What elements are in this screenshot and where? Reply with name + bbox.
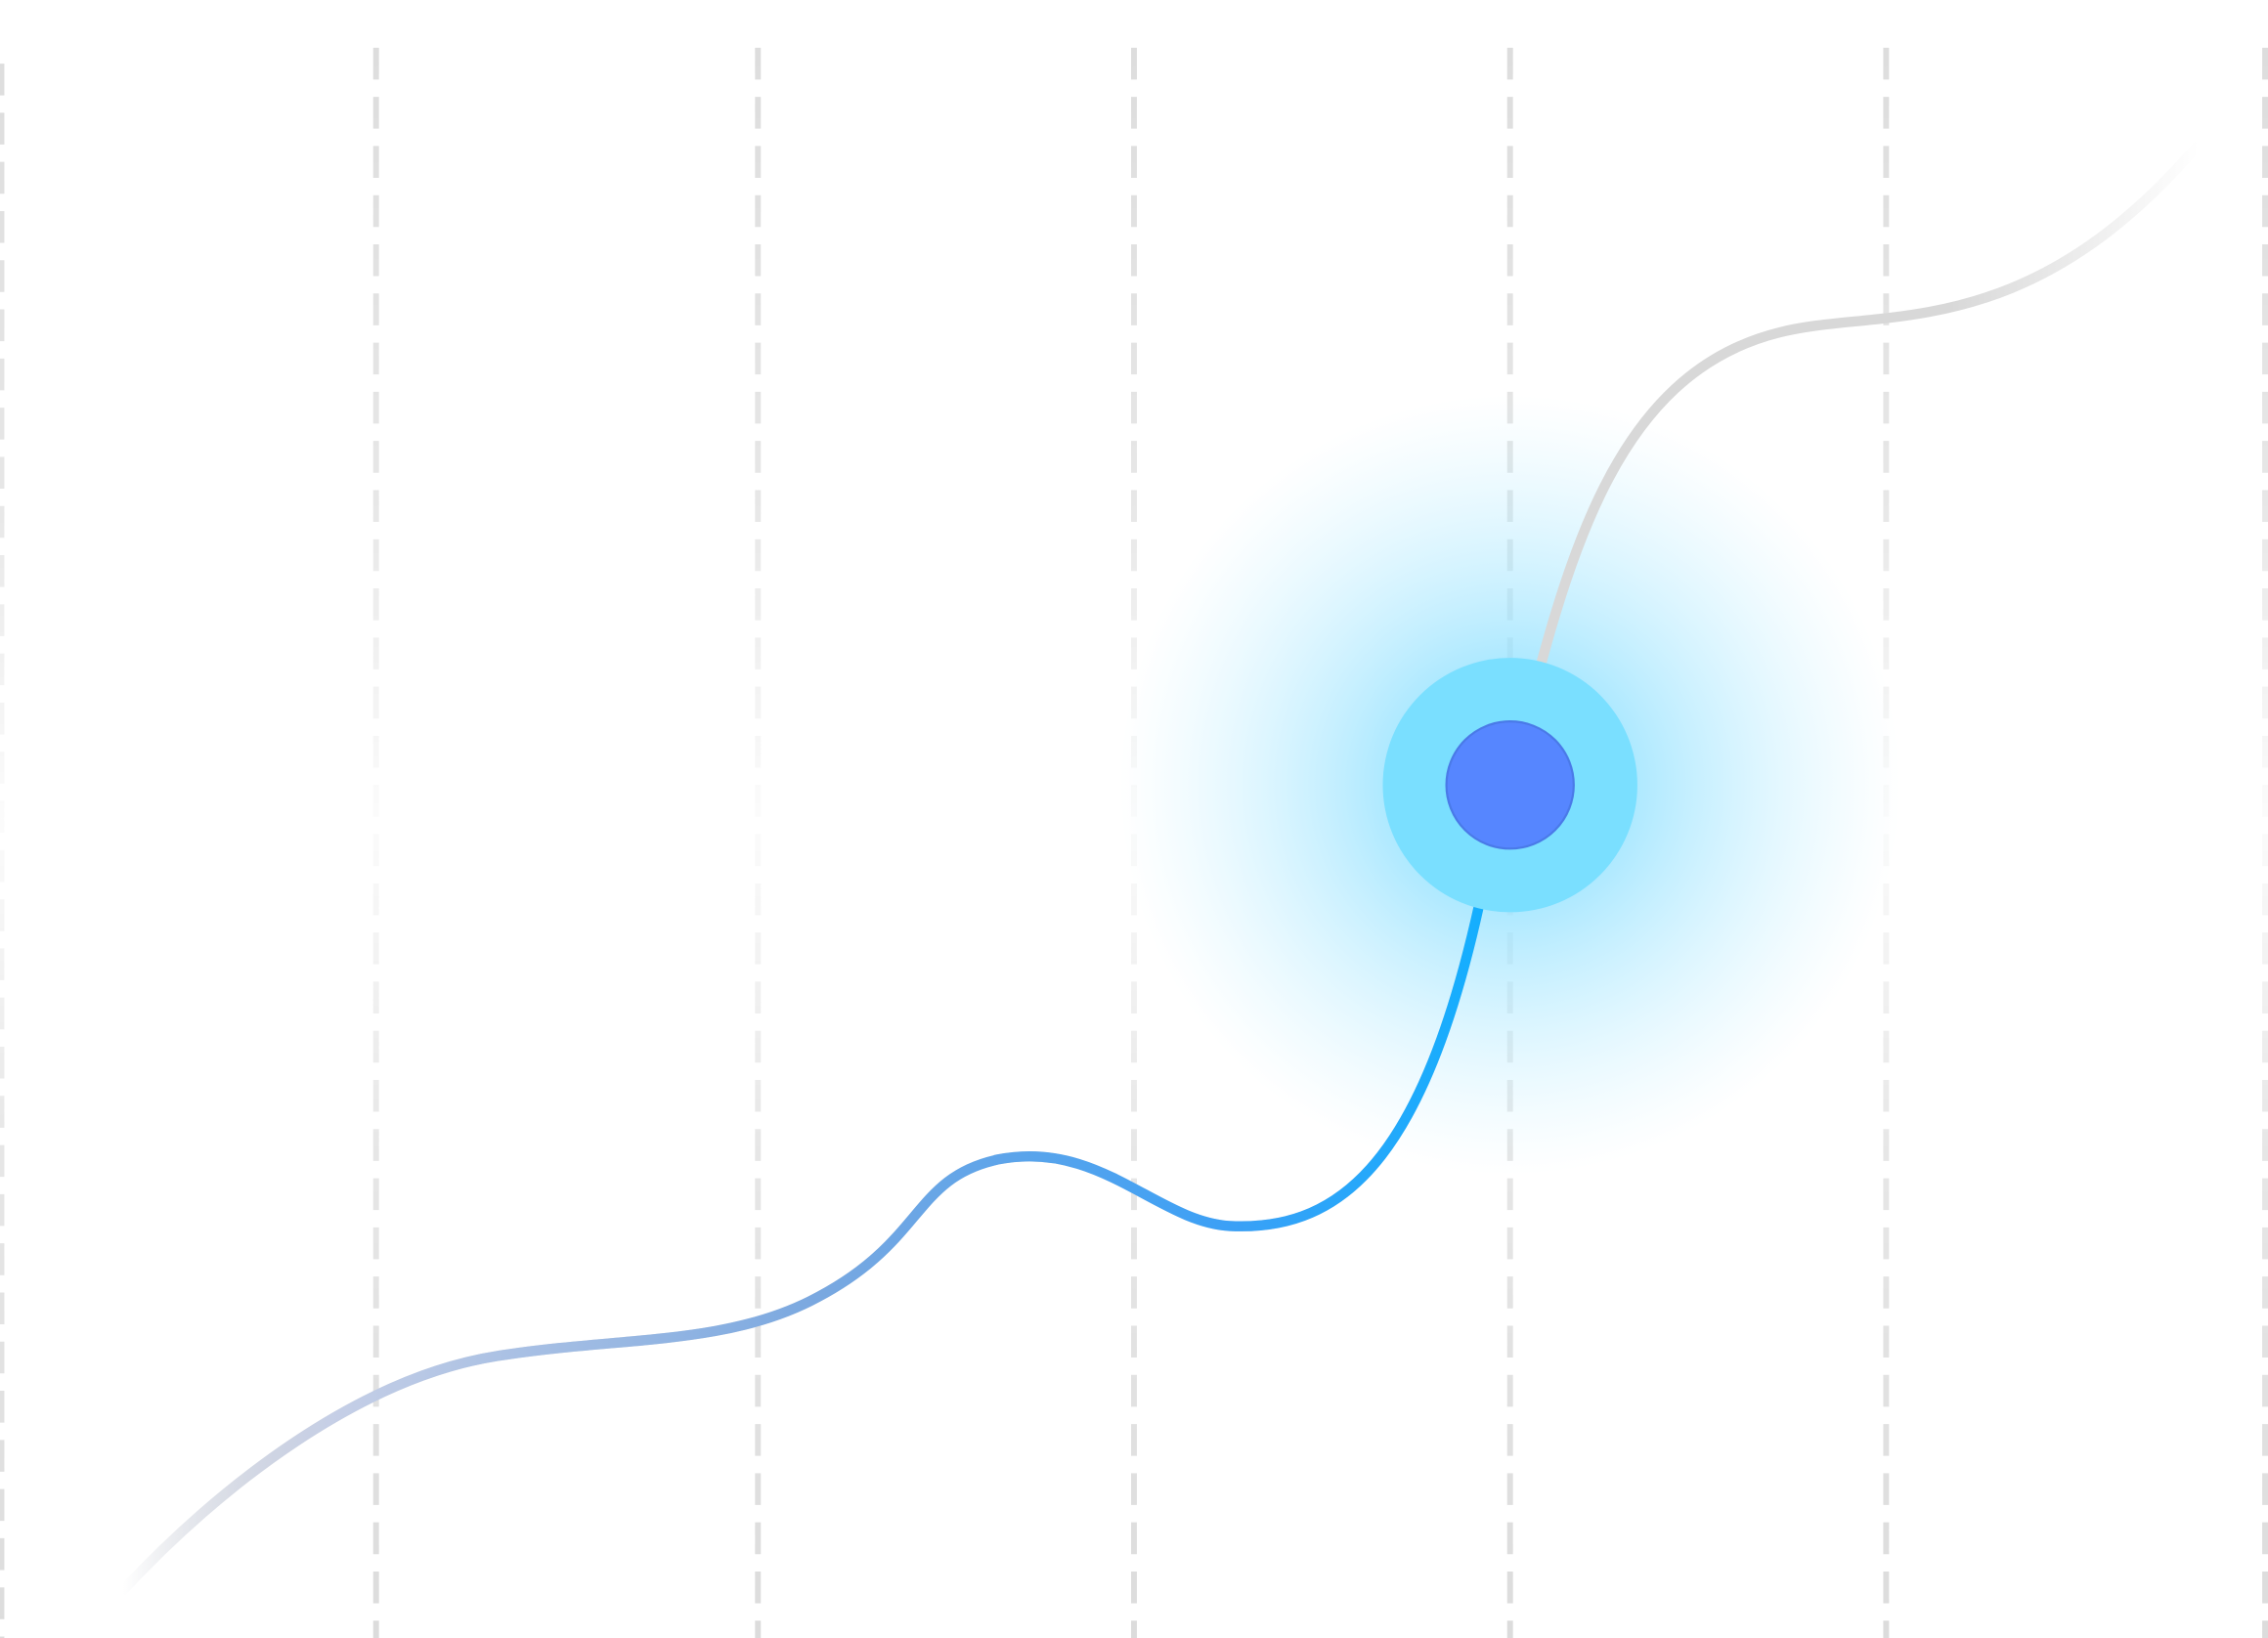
marker bbox=[1445, 720, 1575, 850]
progress-line bbox=[117, 804, 1509, 1596]
